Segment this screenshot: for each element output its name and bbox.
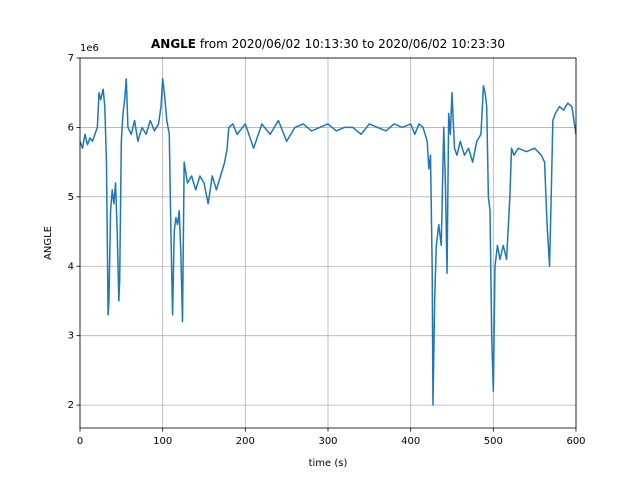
title-rest: from 2020/06/02 10:13:30 to 2020/06/02 1… <box>200 37 505 51</box>
y-tick-label: 3 <box>68 331 74 342</box>
x-axis-label: time (s) <box>309 458 348 469</box>
x-tick-label: 300 <box>318 436 337 447</box>
y-tick-label: 5 <box>68 192 74 203</box>
y-tick-label: 2 <box>68 400 74 411</box>
data-line <box>79 78 577 406</box>
x-tick-label: 600 <box>566 436 585 447</box>
y-offset-label: 1e6 <box>80 43 99 54</box>
y-tick-label: 4 <box>68 261 74 272</box>
x-tick-label: 100 <box>153 436 172 447</box>
x-tick-label: 0 <box>77 436 83 447</box>
title-bold: ANGLE <box>151 37 196 51</box>
x-tick-label: 500 <box>484 436 503 447</box>
y-axis-label: ANGLE <box>43 226 54 260</box>
y-tick-label: 6 <box>68 122 74 133</box>
plot-frame <box>79 57 577 429</box>
y-tick-label: 7 <box>68 53 74 64</box>
x-tick-label: 400 <box>401 436 420 447</box>
x-tick-label: 200 <box>236 436 255 447</box>
chart-title: ANGLE from 2020/06/02 10:13:30 to 2020/0… <box>151 37 505 51</box>
